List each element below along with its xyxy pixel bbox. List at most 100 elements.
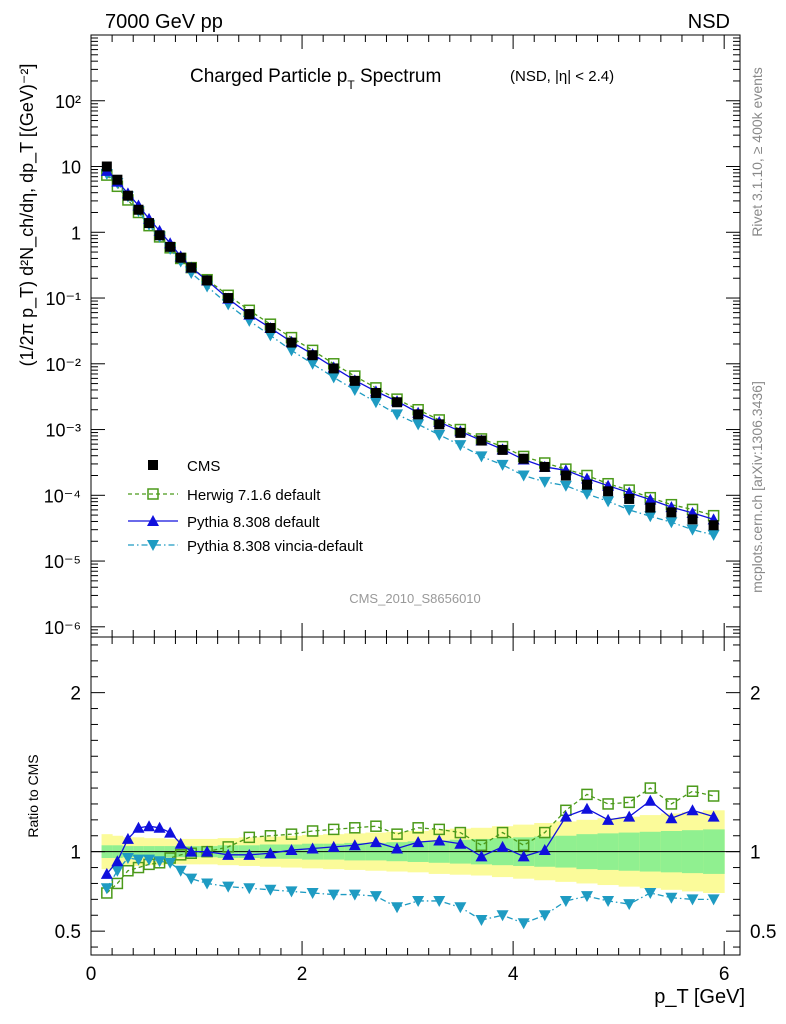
ratio-point-vincia bbox=[580, 891, 593, 903]
main-point-vincia bbox=[517, 470, 530, 482]
main-point-vincia bbox=[602, 496, 615, 508]
ratio-point-pythia bbox=[285, 844, 298, 856]
main-point-vincia bbox=[496, 459, 509, 471]
mcplots-label: mcplots.cern.ch [arXiv:1306.3436] bbox=[749, 381, 765, 593]
plot-title-cut: (NSD, |η| < 2.4) bbox=[510, 68, 614, 85]
main-point-cms bbox=[455, 427, 466, 438]
ratio-point-pythia bbox=[222, 848, 235, 860]
main-point-cms bbox=[265, 323, 276, 334]
ratio-axes: 0.5 0.5 1 1 2 2 0 2 4 6 bbox=[55, 637, 776, 985]
ratio-y-axis-label: Ratio to CMS bbox=[25, 754, 41, 837]
main-point-vincia bbox=[285, 345, 298, 357]
ratio-point-herwig bbox=[454, 826, 467, 839]
y-axis-label: (1/2π p_T) d²N_ch/dη, dp_T [(GeV)⁻²] bbox=[17, 64, 38, 367]
ratio-point-pythia bbox=[164, 826, 177, 838]
ratio-point-pythia bbox=[348, 839, 361, 851]
ratio-point-pythia bbox=[580, 802, 593, 814]
ratio-point-vincia bbox=[602, 895, 615, 907]
main-line-pythia bbox=[106, 170, 714, 521]
legend-marker-herwig bbox=[147, 488, 159, 500]
main-line-vincia bbox=[106, 173, 714, 536]
ratio-point-vincia bbox=[412, 895, 425, 907]
ratio-point-pythia bbox=[153, 821, 166, 833]
main-point-vincia bbox=[475, 451, 488, 463]
ratio-point-pythia bbox=[306, 842, 319, 854]
main-point-cms bbox=[645, 502, 656, 513]
y-tick-label: 10² bbox=[55, 92, 81, 112]
x-tick-label: 0 bbox=[86, 964, 97, 985]
main-point-cms bbox=[133, 204, 144, 215]
ratio-point-herwig bbox=[707, 790, 720, 802]
main-point-vincia bbox=[306, 358, 319, 370]
ratio-point-pythia bbox=[665, 812, 678, 824]
y-tick-label: 10⁻³ bbox=[45, 421, 81, 441]
ratio-point-vincia bbox=[164, 857, 177, 869]
ratio-y-tick-label-right: 1 bbox=[750, 843, 761, 864]
main-point-cms bbox=[349, 375, 360, 386]
y-tick-label: 10 bbox=[61, 158, 81, 178]
ratio-point-pythia bbox=[707, 810, 720, 822]
main-point-cms bbox=[434, 419, 445, 430]
y-tick-label: 10⁻¹ bbox=[45, 289, 81, 309]
main-point-cms bbox=[708, 520, 719, 531]
ratio-point-vincia bbox=[143, 854, 156, 866]
ratio-point-vincia bbox=[185, 873, 198, 885]
main-point-vincia bbox=[665, 517, 678, 529]
main-point-cms bbox=[328, 363, 339, 374]
ratio-point-vincia bbox=[559, 895, 572, 907]
main-point-cms bbox=[101, 161, 112, 172]
main-point-cms bbox=[307, 350, 318, 361]
legend-marker-pythia bbox=[147, 515, 159, 526]
ratio-line-vincia bbox=[106, 857, 714, 924]
ratio-point-vincia bbox=[517, 918, 530, 930]
main-point-cms bbox=[112, 174, 123, 185]
main-point-cms bbox=[581, 479, 592, 490]
ratio-y-tick-label-right: 0.5 bbox=[750, 922, 776, 943]
ratio-line-pythia bbox=[106, 799, 714, 875]
y-tick-label: 10⁻² bbox=[45, 355, 81, 375]
main-point-cms bbox=[202, 275, 213, 286]
ratio-point-pythia bbox=[185, 845, 198, 857]
main-point-vincia bbox=[559, 480, 572, 492]
main-point-vincia bbox=[623, 504, 636, 516]
main-point-cms bbox=[476, 435, 487, 446]
ratio-point-herwig bbox=[517, 839, 530, 852]
legend-label-pythia: Pythia 8.308 default bbox=[187, 514, 320, 531]
ratio-point-pythia bbox=[602, 813, 615, 825]
main-point-cms bbox=[244, 309, 255, 320]
main-point-vincia bbox=[264, 330, 277, 342]
main-point-vincia bbox=[391, 409, 404, 421]
ratio-point-pythia bbox=[100, 867, 113, 879]
ratio-plot-frame bbox=[90, 636, 741, 956]
ratio-point-vincia bbox=[433, 895, 446, 907]
ratio-point-vincia bbox=[496, 910, 509, 922]
ratio-point-pythia bbox=[412, 836, 425, 848]
main-point-cms bbox=[560, 470, 571, 481]
ratio-point-vincia bbox=[454, 902, 467, 914]
ratio-point-vincia bbox=[707, 894, 720, 906]
main-point-cms bbox=[165, 241, 176, 252]
legend-label-cms: CMS bbox=[187, 458, 220, 475]
ratio-point-herwig bbox=[264, 830, 277, 842]
y-tick-label: 10⁻⁵ bbox=[44, 552, 81, 572]
main-point-cms bbox=[518, 453, 529, 464]
main-point-vincia bbox=[644, 511, 657, 523]
ratio-point-pythia bbox=[686, 804, 699, 816]
ratio-point-herwig bbox=[475, 839, 488, 852]
main-point-vincia bbox=[348, 384, 361, 396]
legend-label-vincia: Pythia 8.308 vincia-default bbox=[187, 538, 364, 555]
ratio-point-pythia bbox=[517, 850, 530, 862]
ratio-point-herwig bbox=[581, 788, 593, 801]
main-point-cms bbox=[413, 409, 424, 420]
ratio-point-herwig bbox=[391, 828, 403, 840]
ratio-point-pythia bbox=[644, 794, 657, 806]
legend-marker-cms bbox=[148, 460, 158, 470]
ratio-point-herwig bbox=[686, 785, 699, 797]
main-point-cms bbox=[392, 397, 403, 408]
ratio-point-herwig bbox=[306, 825, 319, 837]
main-point-vincia bbox=[433, 429, 446, 441]
legend: CMS Herwig 7.1.6 default Pythia 8.308 de… bbox=[128, 458, 364, 555]
main-point-cms bbox=[624, 493, 635, 504]
legend-label-herwig: Herwig 7.1.6 default bbox=[187, 487, 321, 504]
ratio-point-herwig bbox=[243, 831, 256, 844]
